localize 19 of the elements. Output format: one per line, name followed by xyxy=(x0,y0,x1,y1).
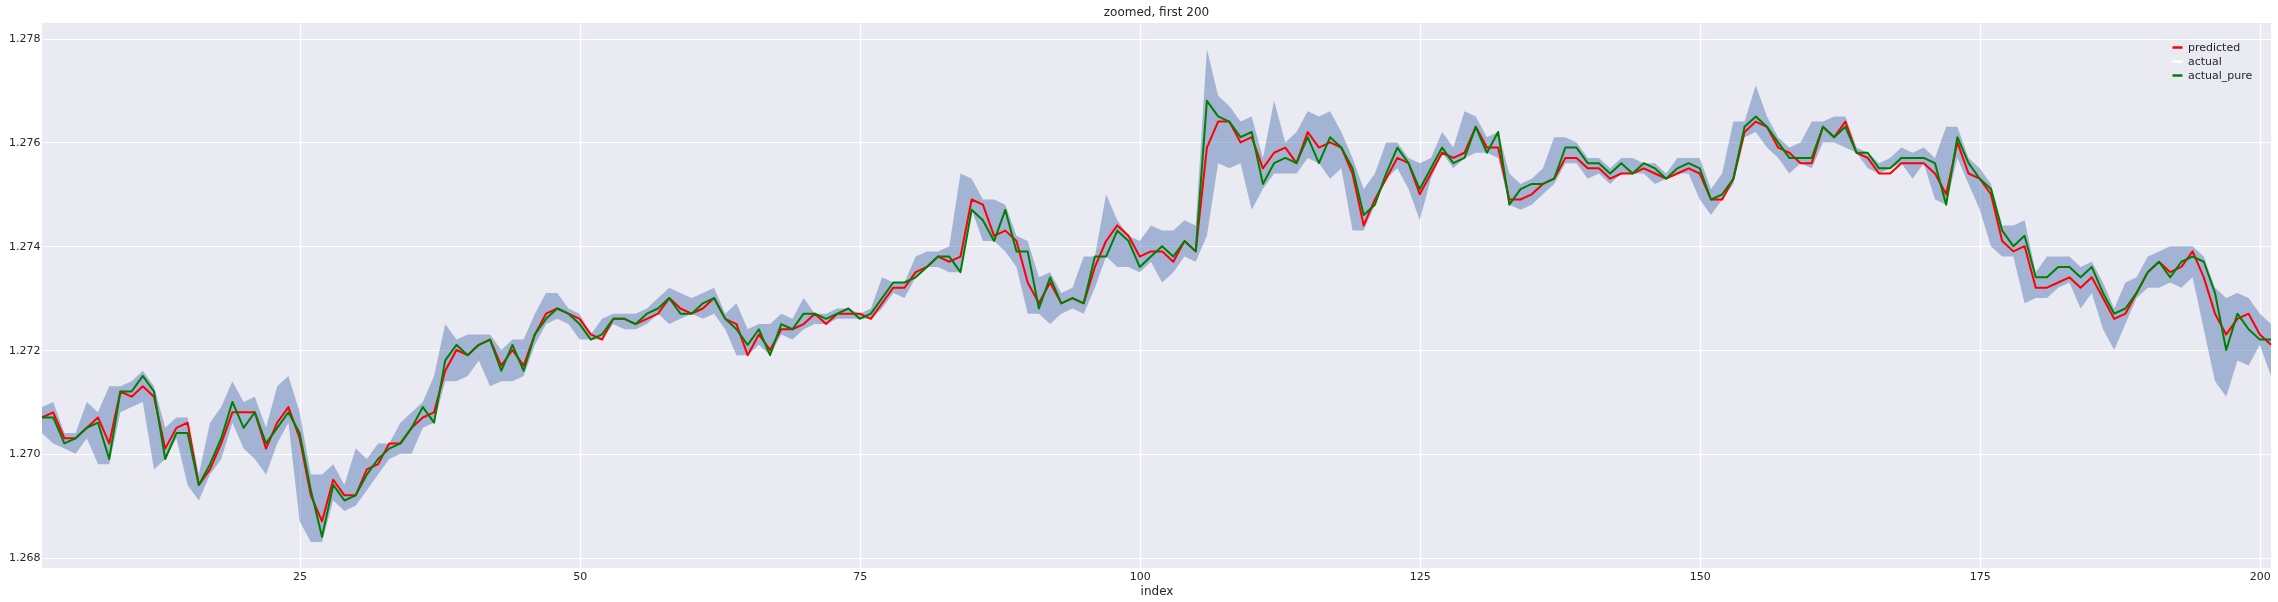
x-axis-title: index xyxy=(1140,583,1174,598)
x-tick-label: 200 xyxy=(2249,569,2271,583)
legend-label: actual xyxy=(2188,54,2222,68)
y-tick-label: 1.278 xyxy=(9,32,41,46)
x-tick-label: 50 xyxy=(573,569,588,583)
y-tick-label: 1.270 xyxy=(9,447,41,461)
y-tick-label: 1.276 xyxy=(9,135,41,149)
x-tick-label: 25 xyxy=(293,569,308,583)
chart-title: zoomed, first 200 xyxy=(1103,5,1210,19)
x-tick-label: 75 xyxy=(853,569,868,583)
y-tick-label: 1.268 xyxy=(9,551,41,565)
legend-label: actual_pure xyxy=(2188,68,2253,82)
legend-label: predicted xyxy=(2188,40,2241,54)
y-tick-label: 1.272 xyxy=(9,343,41,357)
y-tick-label: 1.274 xyxy=(9,239,41,253)
x-tick-label: 125 xyxy=(1409,569,1431,583)
x-tick-label: 100 xyxy=(1129,569,1151,583)
x-tick-label: 175 xyxy=(1969,569,1991,583)
x-tick-label: 150 xyxy=(1689,569,1711,583)
